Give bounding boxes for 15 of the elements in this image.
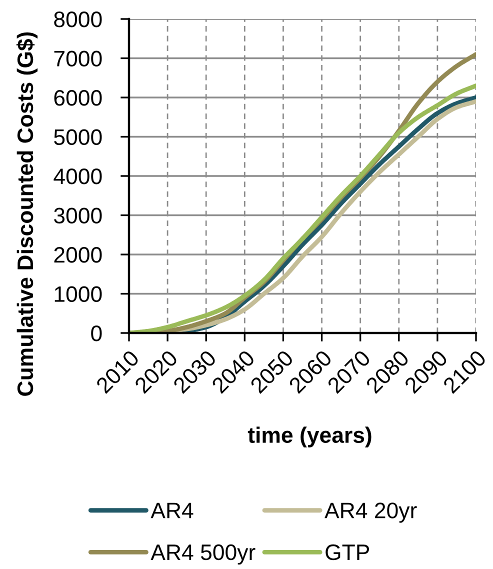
legend-label: AR4 — [150, 502, 194, 518]
y-tick-label: 2000 — [54, 247, 102, 263]
y-tick-label: 7000 — [54, 50, 102, 67]
legend-label: AR4 500yr — [150, 544, 256, 565]
y-axis-title: Cumulative Discounted Costs (G$) — [16, 32, 38, 396]
y-tick-label: 6000 — [54, 90, 102, 106]
legend-label: GTP — [326, 544, 370, 560]
x-axis-title: time (years) — [248, 426, 372, 448]
y-tick-label: 4000 — [54, 168, 102, 184]
legend-label: AR4 20yr — [324, 502, 417, 523]
y-tick-label: 8000 — [54, 12, 102, 28]
y-tick-label: 3000 — [54, 208, 102, 224]
y-tick-label: 0 — [91, 326, 102, 342]
y-tick-label: 1000 — [54, 286, 102, 302]
y-tick-label: 5000 — [54, 129, 102, 146]
